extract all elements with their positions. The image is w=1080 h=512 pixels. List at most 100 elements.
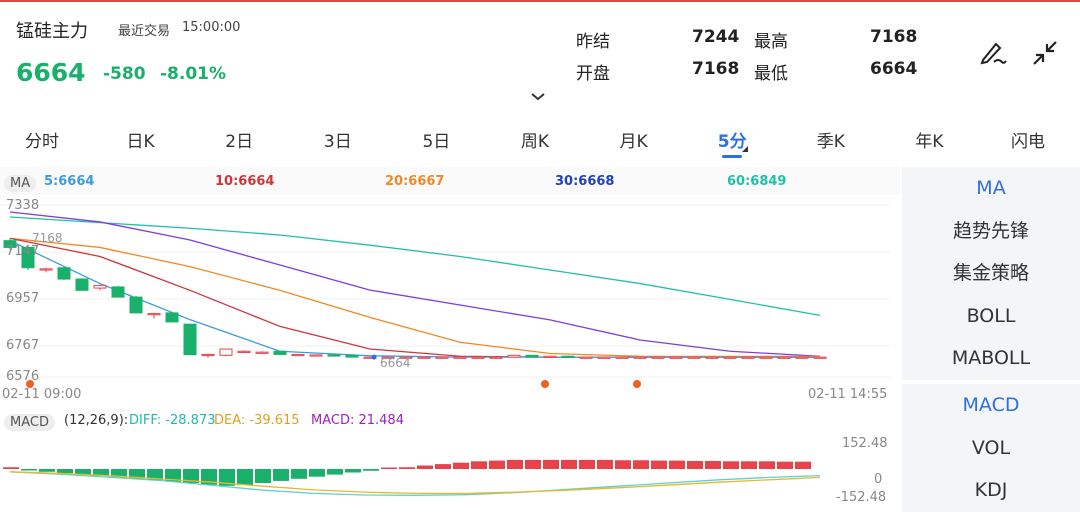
stat-value-high: 7168 <box>870 27 918 47</box>
candle-body <box>93 284 107 289</box>
tab-2[interactable]: 2日 <box>225 132 254 152</box>
macd-bar <box>147 469 163 481</box>
macd-bar <box>597 459 613 469</box>
candle-body <box>417 356 431 359</box>
macd-bar <box>165 469 181 482</box>
indicator-strategy[interactable]: 集金策略 <box>952 262 1029 284</box>
macd-tag[interactable]: MACD <box>4 414 55 431</box>
candle-body <box>759 356 773 359</box>
candle-body <box>237 350 251 353</box>
candle-body <box>39 268 53 271</box>
macd-value: MACD: 21.484 <box>311 413 404 428</box>
macd-bar <box>651 460 667 469</box>
ma-tag[interactable]: MA <box>4 175 37 192</box>
candle-body <box>687 356 701 359</box>
price-change-pct: -8.01% <box>160 64 227 84</box>
macd-bar <box>759 461 775 469</box>
ma60-value: 60:6849 <box>727 174 787 189</box>
candle-body <box>3 240 17 248</box>
indicator-macd[interactable]: MACD <box>962 394 1020 416</box>
macd-bar <box>525 459 541 469</box>
indicator-boll[interactable]: BOLL <box>966 304 1016 327</box>
tab-underline <box>722 155 743 158</box>
candle-body <box>507 354 521 358</box>
main-indicator-panel: MA 趋势先锋 集金策略 BOLL MABOLL <box>902 167 1080 380</box>
macd-bar <box>129 469 145 479</box>
macd-bar <box>795 461 811 469</box>
tab-7[interactable]: 5分 <box>717 132 747 152</box>
event-marker <box>541 380 549 388</box>
ma20-value: 20:6667 <box>385 174 445 189</box>
indicator-vol[interactable]: VOL <box>971 436 1011 459</box>
stat-value-low: 6664 <box>870 59 918 79</box>
indicator-maboll[interactable]: MABOLL <box>951 347 1031 369</box>
tab-10[interactable]: 闪电 <box>1011 132 1045 152</box>
diff-line <box>9 471 821 496</box>
price-change: -580 <box>103 64 146 84</box>
collapse-icon[interactable] <box>1030 38 1060 68</box>
macd-bar <box>273 469 289 481</box>
indicator-kdj[interactable]: KDJ <box>974 479 1008 501</box>
candle-body <box>75 278 89 291</box>
candle-body <box>255 351 269 354</box>
macd-tick: -152.48 <box>836 490 887 505</box>
macd-bar <box>669 460 685 469</box>
candle-body <box>543 355 557 358</box>
tab-5[interactable]: 周K <box>520 132 550 152</box>
macd-bar <box>417 465 433 469</box>
high-annotation: 7168 <box>32 231 63 245</box>
candlestick-chart[interactable] <box>0 195 900 405</box>
macd-diff: DIFF: -28.873 <box>129 413 216 428</box>
ma30-value: 30:6668 <box>555 174 615 189</box>
candle-body <box>183 323 197 356</box>
tab-1[interactable]: 日K <box>126 132 155 152</box>
candle-body <box>111 286 125 298</box>
ma10-value: 10:6664 <box>215 174 275 189</box>
macd-bar <box>399 467 415 469</box>
tab-9[interactable]: 年K <box>915 132 944 152</box>
candle-body <box>723 356 737 359</box>
macd-bar <box>93 469 109 476</box>
stat-value-prev-settle: 7244 <box>692 27 740 47</box>
chevron-down-icon[interactable] <box>530 92 546 102</box>
indicator-ma[interactable]: MA <box>976 177 1006 199</box>
candle-body <box>525 354 539 358</box>
stat-label-low: 最低 <box>754 64 788 84</box>
candle-body <box>219 348 233 356</box>
low-annotation: 6664 <box>380 356 411 370</box>
macd-bar <box>777 461 793 469</box>
last-trade-label: 最近交易 <box>118 24 171 39</box>
price-tick: 6767 <box>6 338 40 353</box>
pen-icon[interactable] <box>978 38 1008 68</box>
stat-label-high: 最高 <box>754 32 788 52</box>
candle-body <box>309 354 323 357</box>
stat-label-open: 开盘 <box>576 64 610 84</box>
candle-body <box>165 312 179 323</box>
candle-body <box>399 356 413 359</box>
macd-bar <box>75 469 91 475</box>
tab-0[interactable]: 分时 <box>25 132 59 152</box>
tab-dropdown-icon[interactable] <box>742 146 749 152</box>
indicator-trend[interactable]: 趋势先锋 <box>952 219 1029 242</box>
candle-body <box>129 296 143 314</box>
macd-bar <box>615 460 631 469</box>
macd-bar <box>489 460 505 469</box>
macd-bar <box>363 469 379 471</box>
last-price: 6664 <box>16 58 86 87</box>
macd-bar <box>453 462 469 469</box>
candle-body <box>777 356 791 359</box>
macd-chart[interactable] <box>0 435 900 512</box>
macd-bar <box>201 469 217 485</box>
candle-body <box>291 353 305 357</box>
macd-bar <box>183 469 199 483</box>
macd-tick: 152.48 <box>842 436 888 451</box>
candle-body <box>597 356 611 359</box>
price-tick: 7147 <box>6 244 40 259</box>
candle-body <box>651 356 665 359</box>
tab-3[interactable]: 3日 <box>323 132 352 152</box>
tab-8[interactable]: 季K <box>816 132 845 152</box>
tab-6[interactable]: 月K <box>619 132 648 152</box>
tab-4[interactable]: 5日 <box>422 132 451 152</box>
macd-bar <box>21 469 37 471</box>
macd-bar <box>3 467 19 469</box>
